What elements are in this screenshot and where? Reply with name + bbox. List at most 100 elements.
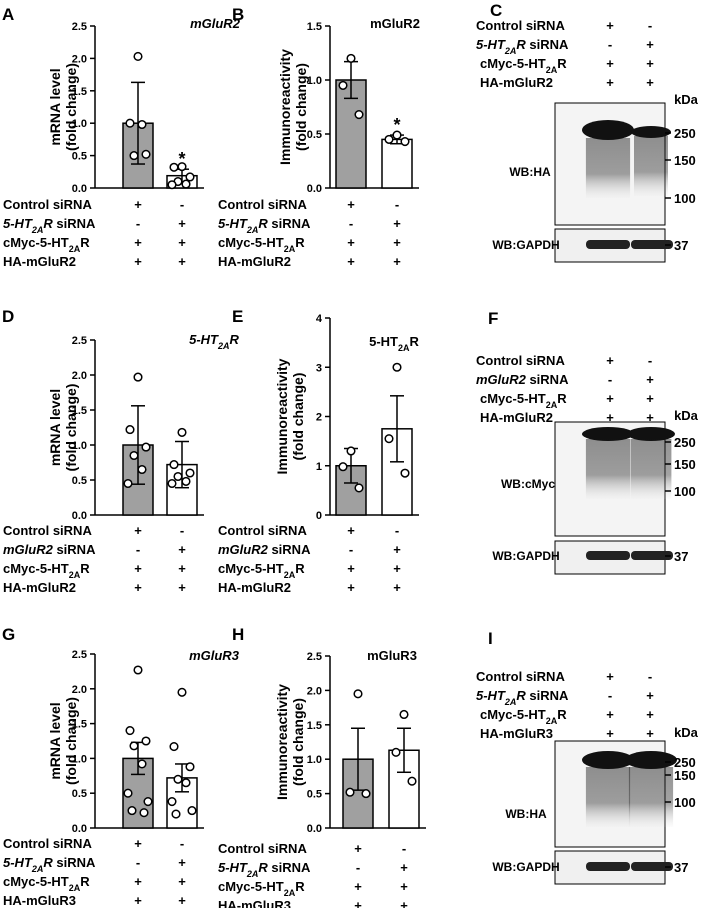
condition-sign: + xyxy=(646,75,654,90)
condition-label: HA-mGluR2 xyxy=(218,580,291,595)
condition-sign: + xyxy=(354,898,362,908)
condition-sign: + xyxy=(178,542,186,557)
panel-letter: A xyxy=(2,5,14,24)
y-axis-label-line: (fold change) xyxy=(63,697,79,785)
condition-sign: + xyxy=(400,898,408,908)
chart-title: mGluR2 xyxy=(370,16,420,31)
data-point xyxy=(129,151,139,161)
blot-label: WB:HA xyxy=(505,807,547,821)
condition-sign: + xyxy=(354,879,362,894)
condition-label: HA-mGluR2 xyxy=(218,254,291,269)
y-tick-label: 0.5 xyxy=(72,788,87,800)
condition-sign: - xyxy=(402,841,406,856)
loading-band xyxy=(631,862,673,871)
condition-label: HA-mGluR2 xyxy=(3,254,76,269)
marker-label: 150 xyxy=(674,768,696,783)
condition-label: 5-HT2AR siRNA xyxy=(3,216,96,235)
data-point xyxy=(123,788,133,798)
condition-sign: + xyxy=(606,56,614,71)
condition-sign: + xyxy=(393,580,401,595)
y-tick-label: 0.0 xyxy=(307,823,322,835)
data-point xyxy=(181,476,191,486)
condition-sign: + xyxy=(646,391,654,406)
y-tick-label: 1.5 xyxy=(72,86,87,98)
data-point xyxy=(133,372,143,382)
data-point xyxy=(354,483,364,493)
marker-label: 100 xyxy=(674,484,696,499)
data-point xyxy=(167,478,177,489)
data-point xyxy=(187,806,197,816)
y-tick-label: 1 xyxy=(316,461,322,473)
condition-label: HA-mGluR2 xyxy=(3,580,76,595)
data-point xyxy=(137,119,147,130)
data-point xyxy=(167,180,177,190)
condition-sign: + xyxy=(354,841,362,856)
data-point xyxy=(129,741,139,751)
condition-sign: - xyxy=(648,669,652,684)
condition-label: cMyc-5-HT2AR xyxy=(480,707,567,726)
y-axis-label: mRNA level (fold change) xyxy=(47,697,79,785)
y-tick-label: 2.0 xyxy=(72,684,87,696)
condition-label: cMyc-5-HT2AR xyxy=(480,56,567,75)
condition-sign: + xyxy=(178,580,186,595)
y-axis-label-line: Immunoreactivity xyxy=(274,684,290,800)
data-point xyxy=(353,689,363,699)
data-point xyxy=(169,460,179,470)
data-point xyxy=(384,434,394,444)
loading-band xyxy=(631,240,673,249)
y-tick-label: 1.0 xyxy=(307,754,322,766)
chart-panel-a: A 0.0 0.5 1.0 1.5 2.0 2.5 mRNA level (fold chang… xyxy=(2,5,241,269)
chart-panel-e: E 0 1 2 3 4 Immunoreactivity (fold change) 5-HT2… xyxy=(218,307,420,595)
y-tick-label: 1.5 xyxy=(72,719,87,731)
y-tick-label: 2.5 xyxy=(72,335,87,347)
data-point xyxy=(173,471,183,482)
y-tick-label: 2.0 xyxy=(72,370,87,382)
marker-label: 250 xyxy=(674,755,696,770)
y-tick-label: 2.0 xyxy=(72,53,87,65)
condition-sign: + xyxy=(606,75,614,90)
data-point xyxy=(181,179,191,189)
y-tick-label: 0.5 xyxy=(307,789,322,801)
y-tick-label: 0.5 xyxy=(307,129,322,141)
panel-letter: I xyxy=(488,629,493,648)
condition-label: cMyc-5-HT2AR xyxy=(218,235,305,254)
kda-label: kDa xyxy=(674,408,699,423)
condition-label: mGluR2 siRNA xyxy=(218,542,311,557)
condition-label: mGluR2 siRNA xyxy=(476,372,569,387)
chart-panel-h: H 0.0 0.5 1.0 1.5 2.0 2.5 Immunoreactivity (fold… xyxy=(218,625,426,908)
y-axis-label-line: Immunoreactivity xyxy=(274,358,290,474)
condition-label: Control siRNA xyxy=(476,669,565,684)
condition-sign: + xyxy=(347,523,355,538)
y-axis-label-line: mRNA level xyxy=(47,389,63,466)
y-tick-label: 0 xyxy=(316,510,322,522)
condition-sign: - xyxy=(648,18,652,33)
blot-band xyxy=(631,126,671,138)
condition-sign: + xyxy=(393,216,401,231)
y-tick-label: 2.0 xyxy=(307,685,322,697)
y-tick-label: 2.5 xyxy=(72,21,87,33)
data-point xyxy=(391,747,401,757)
condition-label: HA-mGluR3 xyxy=(218,898,291,908)
condition-sign: - xyxy=(608,688,612,703)
condition-label: mGluR2 siRNA xyxy=(3,542,96,557)
y-axis-label-line: Immunoreactivity xyxy=(277,49,293,165)
chart-panel-b: B 0.0 0.5 1.0 1.5 Immunoreactivity (fold chang… xyxy=(218,5,420,269)
panel-letter: H xyxy=(232,625,244,644)
condition-label: HA-mGluR2 xyxy=(480,410,553,425)
condition-sign: - xyxy=(180,836,184,851)
y-axis-label: Immunoreactivity (fold change) xyxy=(277,49,309,165)
data-point xyxy=(141,442,151,452)
marker-label: 37 xyxy=(674,549,688,564)
panel-letter: E xyxy=(232,307,243,326)
y-tick-label: 1.0 xyxy=(72,118,87,130)
condition-sign: - xyxy=(608,37,612,52)
y-tick-label: 0.0 xyxy=(72,510,87,522)
condition-sign: + xyxy=(606,707,614,722)
data-point xyxy=(127,806,137,816)
condition-sign: + xyxy=(347,254,355,269)
condition-label: Control siRNA xyxy=(218,841,307,856)
marker-label: 100 xyxy=(674,191,696,206)
y-tick-label: 1.5 xyxy=(307,21,322,33)
chart-title: 5-HT2AR xyxy=(369,334,419,353)
